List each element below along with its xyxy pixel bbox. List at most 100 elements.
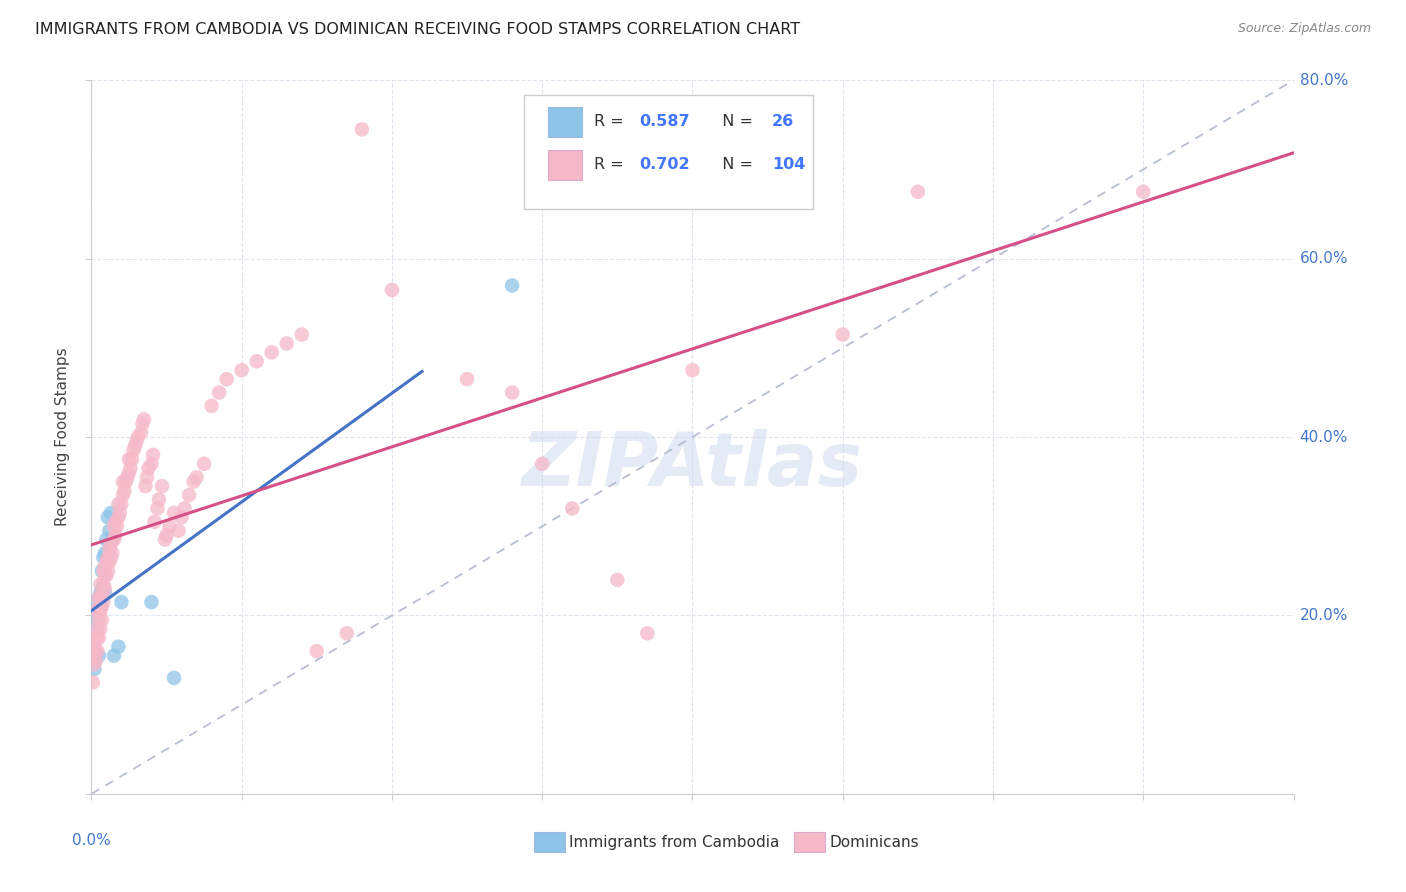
Point: [83, 657, 105, 672]
Text: 80.0%: 80.0%: [1299, 73, 1348, 87]
Point: [131, 417, 153, 431]
Point: [83, 640, 105, 654]
Point: [141, 595, 163, 609]
Point: [456, 372, 478, 386]
Point: [96, 533, 118, 547]
Point: [83, 662, 105, 676]
Point: [93, 577, 115, 591]
Point: [103, 648, 125, 663]
Text: Source: ZipAtlas.com: Source: ZipAtlas.com: [1237, 22, 1371, 36]
Point: [103, 519, 125, 533]
Text: 0.0%: 0.0%: [72, 833, 111, 848]
Point: [89, 604, 111, 618]
Point: [136, 470, 159, 484]
Point: [381, 283, 404, 297]
Point: [97, 510, 120, 524]
Point: [153, 533, 176, 547]
Point: [148, 492, 170, 507]
Point: [96, 555, 118, 569]
Text: 60.0%: 60.0%: [1299, 252, 1348, 266]
Point: [94, 546, 117, 560]
Point: [177, 488, 200, 502]
Point: [87, 599, 110, 614]
Point: [143, 515, 166, 529]
Text: R =: R =: [593, 157, 628, 172]
Point: [93, 550, 115, 565]
Point: [101, 546, 124, 560]
Point: [111, 475, 134, 489]
Point: [129, 425, 152, 440]
Point: [97, 550, 120, 565]
Point: [118, 452, 141, 467]
Point: [86, 622, 108, 636]
Point: [107, 640, 129, 654]
Point: [142, 448, 165, 462]
Text: 0.702: 0.702: [640, 157, 690, 172]
Point: [276, 336, 298, 351]
Point: [100, 506, 122, 520]
Point: [132, 412, 155, 426]
Point: [104, 528, 127, 542]
Text: 0.587: 0.587: [640, 114, 690, 129]
Point: [531, 457, 554, 471]
Point: [107, 510, 129, 524]
Point: [89, 591, 111, 605]
Point: [90, 582, 112, 596]
Point: [84, 613, 107, 627]
Point: [159, 519, 181, 533]
Point: [163, 671, 186, 685]
Point: [94, 559, 117, 574]
Point: [86, 599, 108, 614]
Point: [208, 385, 231, 400]
Point: [90, 613, 112, 627]
Point: [336, 626, 359, 640]
Point: [98, 555, 121, 569]
Point: [170, 510, 193, 524]
Point: [94, 586, 117, 600]
Point: [82, 648, 104, 663]
Point: [96, 568, 118, 582]
Text: 26: 26: [772, 114, 794, 129]
Point: [87, 648, 110, 663]
Y-axis label: Receiving Food Stamps: Receiving Food Stamps: [55, 348, 70, 526]
Point: [134, 479, 156, 493]
Point: [86, 644, 108, 658]
Point: [146, 501, 169, 516]
Point: [86, 604, 108, 618]
Point: [163, 506, 186, 520]
Point: [84, 653, 107, 667]
Point: [87, 591, 110, 605]
Point: [231, 363, 253, 377]
Point: [501, 385, 523, 400]
Point: [82, 648, 104, 663]
Point: [167, 524, 190, 538]
Point: [84, 644, 107, 658]
Text: R =: R =: [593, 114, 628, 129]
Point: [110, 595, 132, 609]
Point: [193, 457, 215, 471]
Point: [260, 345, 283, 359]
Text: 40.0%: 40.0%: [1299, 430, 1348, 444]
FancyBboxPatch shape: [548, 107, 582, 137]
Point: [90, 586, 112, 600]
Point: [121, 452, 143, 467]
Point: [90, 564, 112, 578]
Text: Immigrants from Cambodia: Immigrants from Cambodia: [569, 835, 780, 849]
Point: [86, 631, 108, 645]
Point: [93, 564, 115, 578]
Point: [246, 354, 269, 368]
Point: [94, 568, 117, 582]
Point: [105, 519, 128, 533]
Text: ZIPAtlas: ZIPAtlas: [522, 429, 863, 502]
Point: [82, 675, 104, 690]
Point: [501, 278, 523, 293]
Point: [84, 631, 107, 645]
Point: [98, 541, 121, 556]
Point: [155, 528, 177, 542]
Point: [636, 626, 658, 640]
Point: [103, 533, 125, 547]
FancyBboxPatch shape: [524, 95, 813, 209]
Point: [89, 577, 111, 591]
Point: [98, 524, 121, 538]
Point: [305, 644, 328, 658]
